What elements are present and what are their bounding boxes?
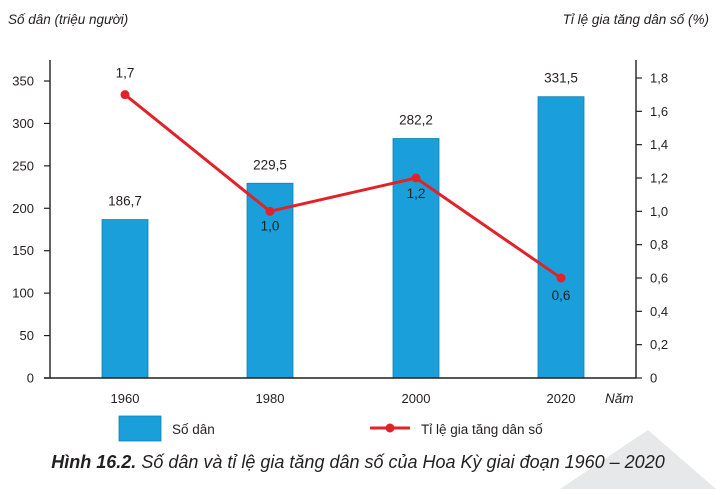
growth-rate-line xyxy=(124,93,562,280)
y-left-tick-label: 100 xyxy=(12,286,34,301)
growth-rate-point xyxy=(120,90,130,100)
legend-line-label: Tỉ lệ gia tăng dân số xyxy=(421,422,543,437)
growth-rate-point xyxy=(556,273,566,283)
x-tick-label: 2000 xyxy=(402,391,431,406)
y-left-tick-label: 250 xyxy=(12,158,34,173)
x-tick-label: 1960 xyxy=(111,391,140,406)
x-tick-label: 2020 xyxy=(547,391,576,406)
caption-number: Hình 16.2. xyxy=(51,452,137,472)
y-right-tick-label: 1,0 xyxy=(650,204,668,219)
growth-rate-label: 1,2 xyxy=(407,186,426,201)
y-right-tick-label: 0,8 xyxy=(650,237,668,252)
watermark-shape xyxy=(560,430,716,489)
caption-text: Số dân và tỉ lệ gia tăng dân số của Hoa … xyxy=(141,452,665,472)
y-left-tick-label: 350 xyxy=(12,74,34,89)
y-left-tick-label: 50 xyxy=(20,328,34,343)
population-bar-label: 229,5 xyxy=(253,157,287,172)
growth-rate-point xyxy=(411,173,421,183)
growth-rate-label: 0,6 xyxy=(552,288,571,303)
figure-caption: Hình 16.2. Số dân và tỉ lệ gia tăng dân … xyxy=(0,452,716,473)
y-right-tick-label: 1,6 xyxy=(650,104,668,119)
y-right-tick-label: 0,6 xyxy=(650,271,668,286)
population-bar-label: 282,2 xyxy=(399,113,433,128)
growth-rate-point xyxy=(265,206,275,216)
y-right-tick-label: 0,4 xyxy=(650,304,668,319)
population-bar-label: 331,5 xyxy=(544,71,578,86)
y-left-axis-title: Số dân (triệu người) xyxy=(8,12,128,27)
x-axis-title: Năm xyxy=(605,391,634,406)
y-left-tick-label: 150 xyxy=(12,243,34,258)
growth-rate-label: 1,0 xyxy=(261,218,280,233)
legend-line-marker xyxy=(385,423,395,433)
growth-rate-label: 1,7 xyxy=(116,66,135,81)
y-right-tick-label: 0,2 xyxy=(650,337,668,352)
y-right-tick-label: 0 xyxy=(650,371,657,386)
y-right-tick-label: 1,8 xyxy=(650,71,668,86)
x-tick-label: 1980 xyxy=(256,391,285,406)
population-bar xyxy=(537,96,585,379)
y-left-tick-label: 200 xyxy=(12,201,34,216)
population-bar xyxy=(101,219,149,379)
y-right-tick-label: 1,4 xyxy=(650,137,668,152)
legend-bar-swatch xyxy=(118,415,162,442)
population-bar-label: 186,7 xyxy=(108,194,142,209)
y-left-tick-label: 0 xyxy=(27,371,34,386)
y-right-tick-label: 1,2 xyxy=(650,171,668,186)
legend-bar-label: Số dân xyxy=(172,422,215,437)
y-right-axis-title: Tỉ lệ gia tăng dân số (%) xyxy=(563,12,709,27)
y-left-tick-label: 300 xyxy=(12,116,34,131)
